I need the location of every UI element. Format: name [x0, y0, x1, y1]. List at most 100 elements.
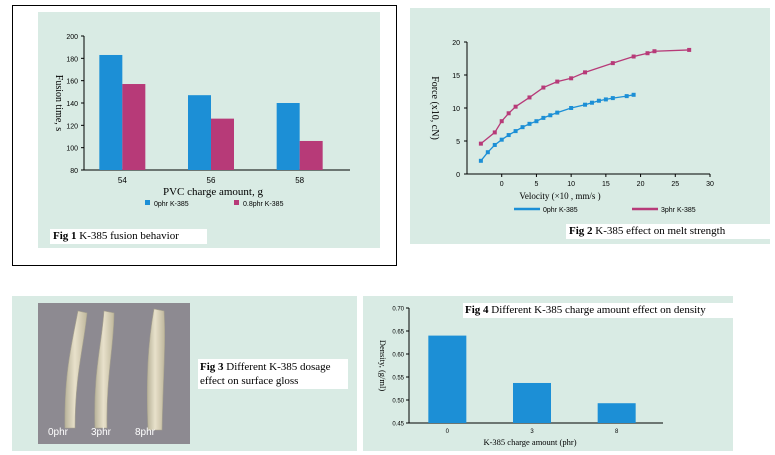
fig1-y-tick-label: 200 [66, 34, 78, 41]
fig2-x-tick-label: 25 [671, 181, 679, 188]
fig2-point-1-7 [555, 79, 560, 84]
fig1-x-tick-label: 54 [118, 176, 127, 185]
fig4-x-tick-label: 8 [615, 429, 619, 435]
fig2-point-0-0 [478, 158, 483, 163]
fig2-series-line-0 [480, 94, 634, 162]
fig1-legend-label-1: 0.8phr K-385 [243, 201, 284, 208]
fig2-caption: Fig 2 K-385 effect on melt strength [566, 224, 771, 239]
fig2-panel [410, 8, 770, 244]
fig4-bar-0 [428, 335, 467, 423]
fig2-point-0-3 [499, 137, 504, 142]
fig2-point-0-15 [596, 98, 601, 103]
fig2-y-tick-label: 20 [452, 40, 460, 47]
fig2-point-1-10 [610, 61, 615, 66]
fig4-chart: 0.45 0.50 0.55 0.60 0.65 0.70 0 3 8 Density, (g/m… [378, 307, 663, 447]
rope-3phr [94, 310, 115, 429]
fig2-x-tick-label: 10 [567, 181, 575, 188]
fig2-point-0-1 [485, 150, 490, 155]
fig1-caption-number: Fig 1 [53, 230, 77, 242]
fig2-y-axis-label: Force (x10, cN) [429, 76, 440, 140]
fig2-x-tick-label: 5 [534, 181, 538, 188]
fig4-panel [363, 296, 733, 451]
fig2-point-0-13 [583, 102, 588, 107]
fig4-x-axis-label: K-385 charge amount (phr) [483, 437, 576, 447]
fig2-point-0-5 [513, 129, 518, 134]
fig1-chart: 80 100 120 140 160 180 200 54 56 58 Fusion time, s… [53, 34, 350, 208]
fig2-point-1-5 [527, 95, 532, 100]
fig2-point-0-7 [527, 121, 532, 126]
fig2-caption-number: Fig 2 [569, 225, 593, 237]
fig2-y-tick-label: 5 [456, 139, 460, 146]
fig1-y-tick-label: 100 [66, 146, 78, 153]
rope-label-3phr: 3phr [91, 427, 112, 438]
fig4-x-tick-label: 0 [446, 429, 450, 435]
fig4-y-tick-label: 0.45 [392, 422, 404, 428]
fig2-point-1-3 [506, 111, 511, 116]
fig1-bar-54-1 [122, 84, 146, 170]
fig2-point-1-1 [492, 130, 497, 135]
fig2-x-tick-label: 20 [637, 181, 645, 188]
fig4-y-axis-label: Density, (g/ml) [378, 340, 388, 392]
fig3-caption: Fig 3 Different K-385 dosage effect on s… [198, 359, 348, 389]
fig2-point-0-18 [624, 94, 629, 99]
fig2-caption-text: K-385 effect on melt strength [592, 225, 726, 237]
fig1-legend-label-0: 0phr K-385 [154, 201, 189, 208]
fig2-point-0-8 [534, 119, 539, 124]
fig2-chart: 0 5 10 15 20 0 5 10 15 20 25 30 Force (x10, cN) Veloc… [429, 40, 714, 214]
fig1-bar-58-1 [299, 140, 323, 170]
fig2-point-0-16 [603, 97, 608, 102]
fig4-y-tick-label: 0.55 [392, 376, 404, 382]
rope-label-8phr: 8phr [135, 427, 156, 438]
fig2-point-0-9 [541, 115, 546, 120]
fig3-caption-text: Different K-385 dosage effect on surface… [200, 361, 331, 387]
fig3-caption-number: Fig 3 [200, 361, 224, 373]
fig1-y-tick-label: 120 [66, 123, 78, 130]
rope-0phr [64, 310, 88, 429]
fig4-y-tick-label: 0.60 [392, 353, 404, 359]
fig2-point-0-6 [520, 125, 525, 130]
fig2-point-1-4 [513, 104, 518, 109]
fig2-point-1-8 [569, 76, 574, 81]
rope-samples-photo: 0phr 3phr 8phr [38, 303, 190, 444]
fig2-point-1-2 [499, 119, 504, 124]
fig1-x-tick-label: 58 [295, 176, 304, 185]
fig1-caption-text: K-385 fusion behavior [76, 230, 179, 242]
fig2-point-1-11 [631, 54, 636, 59]
fig2-x-tick-label: 30 [706, 181, 714, 188]
fig2-point-0-14 [589, 100, 594, 105]
fig2-point-0-19 [631, 92, 636, 97]
fig2-legend-label-0: 0phr K-385 [543, 207, 578, 214]
fig4-y-tick-label: 0.65 [392, 330, 404, 336]
fig2-series-line-1 [480, 49, 690, 145]
fig2-point-0-10 [548, 113, 553, 118]
fig1-y-axis-label: Fusion time, s [53, 75, 64, 132]
fig2-point-1-0 [478, 141, 483, 146]
fig2-x-axis-label: Velocity (×10 , mm/s ) [519, 191, 600, 201]
rope-8phr [146, 308, 165, 431]
fig2-point-0-4 [506, 133, 511, 138]
fig2-point-1-14 [687, 47, 692, 52]
fig1-y-tick-label: 140 [66, 101, 78, 108]
fig4-caption-text: Different K-385 charge amount effect on … [488, 304, 706, 316]
fig2-legend-label-1: 3phr K-385 [661, 207, 696, 214]
fig2-y-tick-label: 15 [452, 73, 460, 80]
fig2-point-1-13 [652, 49, 657, 54]
fig2-x-tick-label: 15 [602, 181, 610, 188]
fig1-x-axis-label: PVC charge amount, g [163, 186, 264, 198]
fig2-point-1-12 [645, 51, 650, 56]
fig4-y-tick-label: 0.50 [392, 399, 404, 405]
fig1-y-tick-label: 80 [70, 168, 78, 175]
fig2-point-0-11 [555, 110, 560, 115]
fig1-y-tick-label: 180 [66, 56, 78, 63]
fig1-bar-56-0 [188, 95, 211, 170]
fig1-legend-swatch-0 [145, 200, 150, 205]
rope-label-0phr: 0phr [48, 427, 69, 438]
fig2-y-tick-label: 10 [452, 106, 460, 113]
fig1-x-tick-label: 56 [207, 176, 216, 185]
fig1-caption: Fig 1 K-385 fusion behavior [50, 229, 207, 244]
fig4-bar-3 [513, 382, 551, 423]
fig2-y-tick-label: 0 [456, 172, 460, 179]
fig1-y-tick-label: 160 [66, 79, 78, 86]
fig4-caption-number: Fig 4 [465, 304, 489, 316]
fig2-point-0-12 [569, 106, 574, 110]
